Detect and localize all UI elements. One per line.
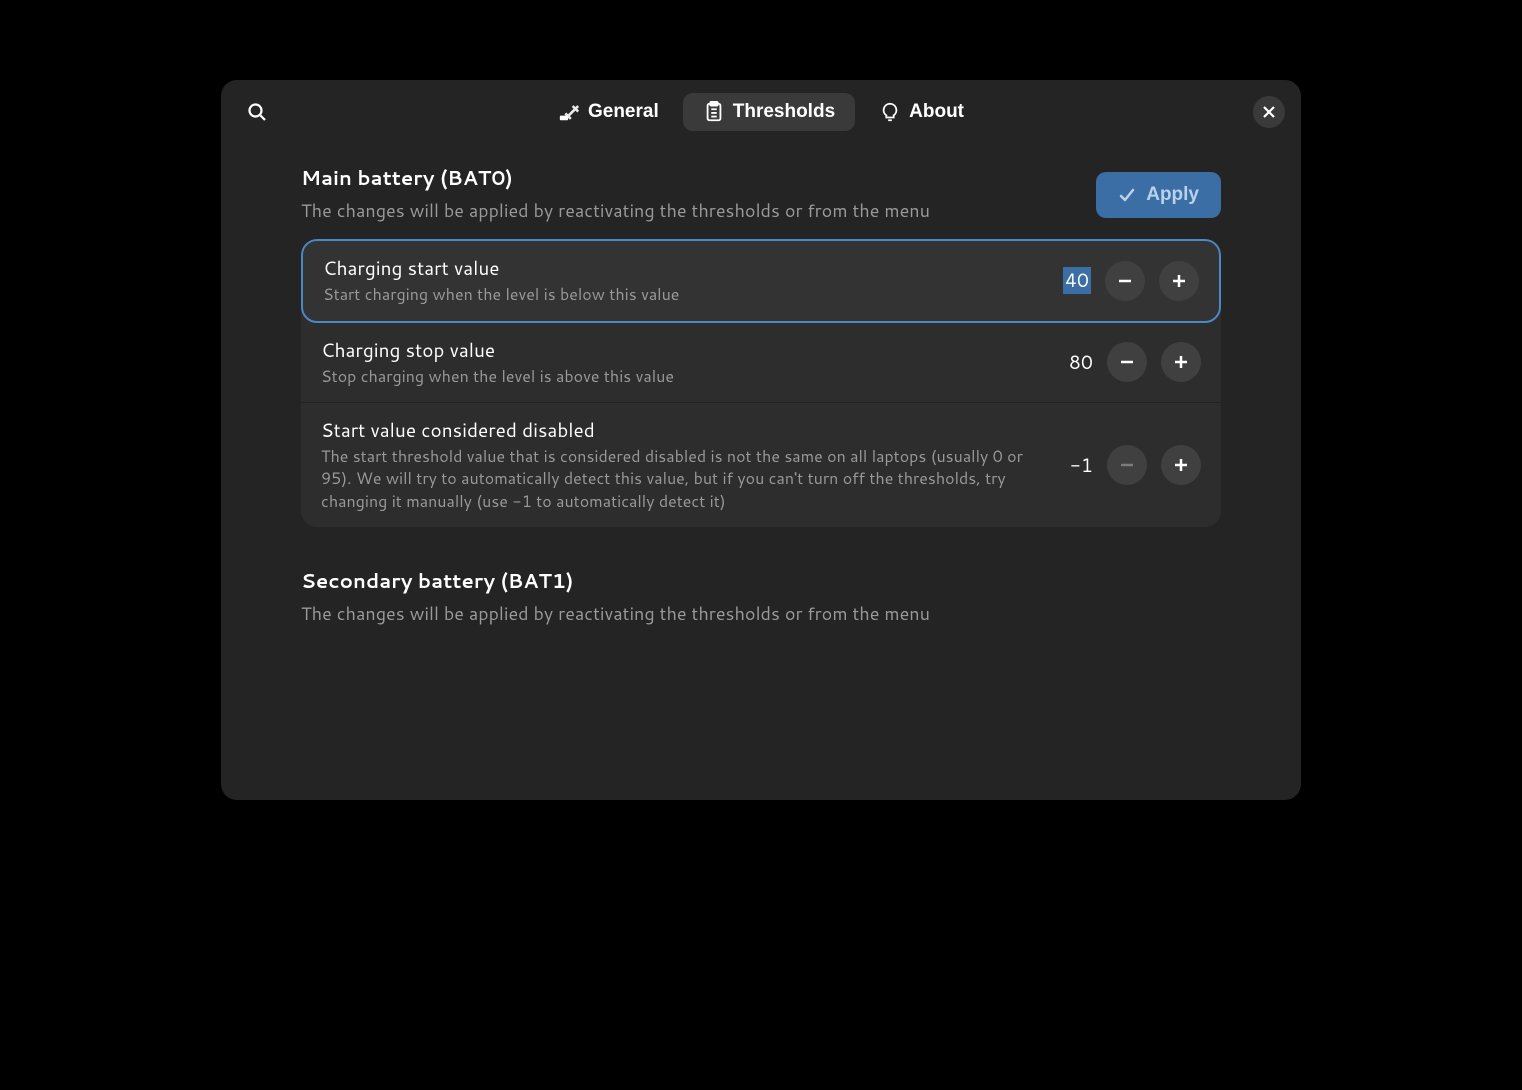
clipboard-icon [703,101,725,123]
disabled-value[interactable]: -1 [1065,452,1093,479]
tools-icon [558,101,580,123]
decrement-button[interactable] [1107,342,1147,382]
section-bat0-title: Main battery (BAT0) [301,164,930,192]
tab-about-label: About [909,101,964,123]
tab-thresholds-label: Thresholds [733,101,835,123]
bulb-icon [879,101,901,123]
row-start-disabled[interactable]: Start value considered disabled The star… [301,403,1221,527]
section-bat0-subtitle: The changes will be applied by reactivat… [301,198,930,223]
content-area[interactable]: Main battery (BAT0) The changes will be … [221,144,1301,800]
tab-general-label: General [588,101,659,123]
search-icon [247,102,267,122]
row-title: Charging start value [323,255,1047,282]
plus-icon [1173,457,1189,473]
row-title: Charging stop value [321,337,1049,364]
close-icon [1263,106,1275,118]
row-charging-stop[interactable]: Charging stop value Stop charging when t… [301,323,1221,403]
minus-icon [1117,273,1133,289]
view-switcher: General Thresholds About [281,93,1241,131]
row-subtitle: Start charging when the level is below t… [323,284,1047,306]
search-button[interactable] [237,92,277,132]
row-title: Start value considered disabled [321,417,1049,444]
plus-icon [1173,354,1189,370]
section-bat1-header: Secondary battery (BAT1) The changes wil… [301,567,1221,626]
apply-button-bat0[interactable]: Apply [1096,172,1221,218]
decrement-button[interactable] [1107,445,1147,485]
section-bat1-title: Secondary battery (BAT1) [301,567,1221,595]
section-bat0-header: Main battery (BAT0) The changes will be … [301,164,1221,223]
row-subtitle: The start threshold value that is consid… [321,446,1049,513]
charging-start-value[interactable]: 40 [1063,267,1091,294]
minus-icon [1119,457,1135,473]
tab-about[interactable]: About [859,93,984,131]
increment-button[interactable] [1159,261,1199,301]
tab-general[interactable]: General [538,93,679,131]
section-bat1-subtitle: The changes will be applied by reactivat… [301,601,1221,626]
row-charging-start[interactable]: Charging start value Start charging when… [301,239,1221,322]
plus-icon [1171,273,1187,289]
row-subtitle: Stop charging when the level is above th… [321,366,1049,388]
apply-label: Apply [1146,184,1199,206]
preferences-window: General Thresholds About Main battery (B… [221,80,1301,800]
charging-stop-value[interactable]: 80 [1065,349,1093,376]
increment-button[interactable] [1161,342,1201,382]
bat0-rows: Charging start value Start charging when… [301,239,1221,527]
decrement-button[interactable] [1105,261,1145,301]
tab-thresholds[interactable]: Thresholds [683,93,855,131]
headerbar: General Thresholds About [221,80,1301,144]
check-icon [1118,186,1136,204]
minus-icon [1119,354,1135,370]
increment-button[interactable] [1161,445,1201,485]
close-button[interactable] [1253,96,1285,128]
